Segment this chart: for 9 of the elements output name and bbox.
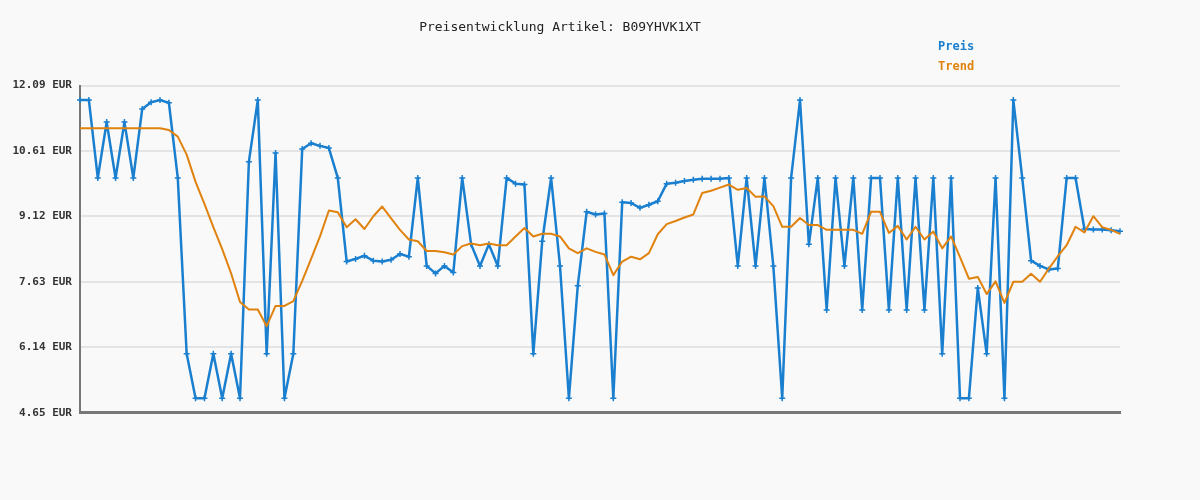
text: Preis bbox=[938, 39, 975, 54]
y-tick-label: 12.09 EUR bbox=[12, 78, 73, 92]
y-tick-label: 7.63 EUR bbox=[19, 274, 73, 288]
y-tick-label: 9.12 EUR bbox=[19, 209, 73, 223]
y-tick-label: 4.65 EUR bbox=[19, 405, 73, 419]
y-tick-label: 6.14 EUR bbox=[19, 340, 73, 354]
y-tick-label: 10.61 EUR bbox=[12, 143, 73, 157]
text: Trend bbox=[938, 59, 975, 74]
chart-title: Preisentwicklung Artikel: B09YHVK1XT bbox=[419, 19, 702, 35]
